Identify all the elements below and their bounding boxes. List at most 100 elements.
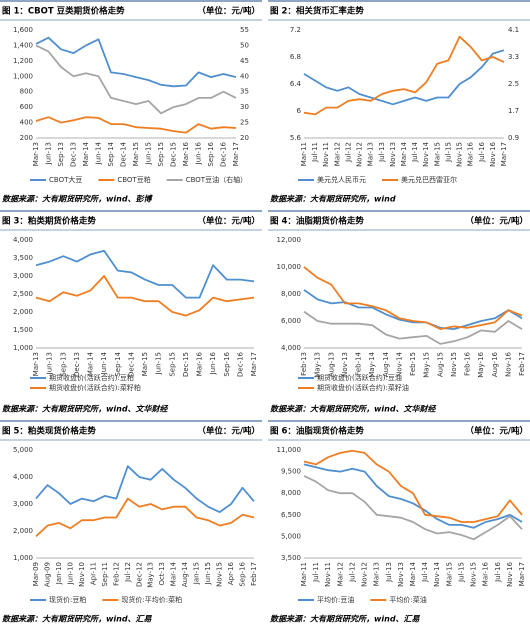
x-tick-label: Nov-15 [470, 562, 478, 587]
x-tick-label: Jul-16 [478, 141, 486, 162]
x-tick-label: Mar-17 [250, 352, 258, 376]
y-tick-label: 6.4 [290, 80, 302, 88]
figure-unit: （单位：元/吨） [197, 6, 260, 17]
x-tick-label: Dec-13 [73, 352, 81, 377]
x-tick-label: Dec-12 [135, 562, 143, 587]
x-tick-label: Mar-17 [500, 142, 508, 166]
x-tick-label: Jun-16 [195, 141, 203, 165]
x-tick-label: Mar-11 [300, 562, 308, 586]
x-tick-label: Nov-11 [322, 142, 330, 167]
x-tick-label: Apr-16 [227, 561, 235, 585]
legend-label: 平均价:豆油 [317, 595, 354, 604]
x-tick-label: Mar-12 [336, 562, 344, 586]
series-line [303, 463, 523, 529]
y-tick-label: 4,000 [281, 344, 301, 352]
x-tick-label: Feb-16 [464, 351, 472, 375]
y-tick-label: 1,400 [13, 41, 33, 49]
x-tick-label: Mar-14 [82, 141, 90, 166]
x-tick-label: Mar-17 [232, 142, 240, 166]
series-line [35, 497, 255, 538]
x-tick-label: Dec-16 [236, 351, 244, 377]
x-tick-label: Nov-14 [433, 561, 441, 586]
x-tick-label: Sep-16 [207, 141, 215, 166]
x-tick-label: Mar-14 [87, 351, 95, 376]
x-tick-label: Jul-14 [421, 561, 429, 582]
figure-title: 图 2：相关货币汇率走势 [270, 6, 364, 17]
x-tick-label: Mar-15 [141, 352, 149, 376]
y-tick-label: 6.8 [290, 53, 301, 61]
figure-unit: （单位：元/吨） [197, 426, 260, 437]
legend-label: CBOT豆油（右轴） [186, 175, 247, 184]
source-note: 数据来源：大有期货研究所，wind、彭博 [2, 195, 154, 204]
x-tick-label: Mar-17 [518, 562, 526, 586]
series-line [35, 465, 255, 513]
x-tick-label: May-14 [368, 351, 376, 377]
y-tick-label: 1,000 [13, 554, 33, 562]
y2-tick-label: 30 [240, 103, 249, 111]
x-tick-label: Sep-16 [223, 351, 231, 376]
x-tick-label: Oct-13 [158, 562, 166, 586]
y-tick-label: 2,000 [13, 527, 33, 535]
legend-label: CBOT豆粕 [117, 175, 150, 184]
x-tick-label: Jun-13 [46, 352, 54, 375]
legend-label: 期货收盘价(活跃合约):菜籽油 [317, 383, 409, 392]
y2-tick-label: 0.9 [508, 134, 519, 142]
x-tick-label: Mar-14 [400, 141, 408, 166]
y-tick-label: 200 [20, 134, 33, 142]
x-tick-label: Dec-16 [220, 141, 228, 167]
x-tick-label: Nov-16 [506, 561, 514, 586]
x-tick-label: Nov-14 [422, 141, 430, 166]
x-tick-label: Feb-17 [518, 352, 526, 376]
x-tick-label: Jul-12 [344, 142, 352, 163]
x-tick-label: Mar-13 [32, 142, 40, 166]
x-tick-label: Jul-11 [312, 562, 320, 583]
y-tick-label: 5.6 [290, 134, 302, 142]
y-tick-label: 1,000 [13, 344, 33, 352]
x-tick-label: Dec-13 [70, 142, 78, 167]
y2-tick-label: 20 [240, 134, 249, 142]
figure-unit: （单位：元/吨） [197, 216, 260, 227]
x-tick-label: Jul-15 [457, 562, 465, 583]
x-tick-label: Mar-09 [32, 562, 40, 586]
series-line [35, 44, 237, 115]
x-tick-label: Sep-11 [101, 562, 109, 587]
x-tick-label: Jul-15 [444, 142, 452, 163]
x-tick-label: Nov-13 [389, 142, 397, 167]
x-tick-label: Sep-16 [239, 561, 247, 586]
legend-label: CBOT大豆 [49, 175, 82, 184]
x-tick-label: Dec-14 [127, 351, 135, 377]
x-tick-label: Mar-15 [445, 562, 453, 586]
x-tick-label: Aug-15 [436, 352, 444, 377]
x-tick-label: Aug-16 [491, 351, 499, 377]
x-tick-label: Mar-11 [300, 142, 308, 166]
legend-label: 平均价:菜油 [389, 595, 426, 604]
y-tick-label: 3,500 [281, 554, 301, 562]
figure-title: 图 1：CBOT 豆类期货价格走势 [2, 6, 125, 17]
x-tick-label: Mar-14 [409, 561, 417, 586]
y-tick-label: 12,000 [277, 236, 302, 244]
x-tick-label: Jul-16 [494, 561, 502, 582]
x-tick-label: Nov-11 [324, 562, 332, 587]
series-line [35, 275, 255, 317]
x-tick-label: Dec-14 [120, 141, 128, 167]
x-tick-label: Mar-16 [467, 141, 475, 166]
x-tick-label: May-13 [314, 352, 322, 378]
x-tick-label: Mar-13 [32, 352, 40, 376]
y-tick-label: 7.2 [290, 26, 301, 34]
legend-label: 期货收盘价(活跃合约):菜籽粕 [49, 383, 141, 392]
y-tick-label: 800 [20, 88, 33, 96]
x-tick-label: Jun-15 [145, 142, 153, 165]
legend-label: 期货收盘价(活跃合约):豆粕 [49, 373, 134, 382]
x-tick-label: Jun-13 [45, 142, 53, 165]
x-tick-label: Sep-15 [168, 352, 176, 377]
x-tick-label: Feb-14 [355, 351, 363, 375]
y-tick-label: 4,000 [13, 236, 33, 244]
legend-label: 现货价:平均价:菜粕 [121, 595, 182, 604]
y-tick-label: 8,000 [281, 489, 301, 497]
x-tick-label: Mar-15 [433, 142, 441, 166]
legend-label: 期货收盘价(活跃合约):豆油 [317, 373, 402, 382]
x-tick-label: May-15 [423, 352, 431, 378]
y-tick-label: 9,500 [281, 468, 301, 476]
x-tick-label: Jul-12 [348, 562, 356, 583]
